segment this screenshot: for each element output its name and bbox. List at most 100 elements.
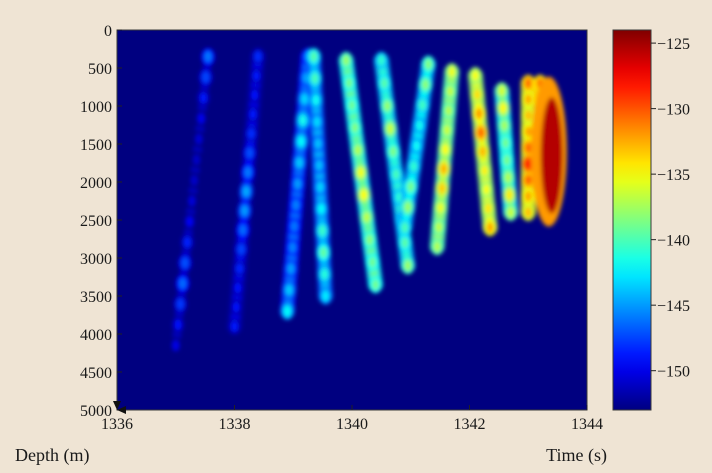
arrival-blob-core <box>486 222 494 234</box>
arrival-blob-core <box>234 282 242 294</box>
arrival-blob-core <box>477 127 485 139</box>
origin-arrow-right <box>117 406 126 414</box>
arrival-blob-core <box>287 263 295 275</box>
arrival-blob-core <box>319 246 327 258</box>
arrival-branch <box>467 67 498 237</box>
arrival-blob-core <box>413 140 421 152</box>
arrival-blob-core <box>401 237 409 249</box>
arrival-branch <box>168 48 216 354</box>
arrival-blob-core <box>446 85 454 97</box>
arrival-blob-core <box>401 222 409 234</box>
arrival-blob-core <box>297 135 305 147</box>
arrival-blob-core <box>322 290 330 302</box>
arrival-blob-core <box>360 189 368 201</box>
arrival-blob-core <box>443 124 451 136</box>
arrival-blob-core <box>315 159 323 171</box>
y-tick-label: 3000 <box>80 251 112 268</box>
arrival-blob-core <box>299 114 307 126</box>
arrival-blob-core <box>524 190 532 202</box>
y-tick-label: 1000 <box>80 99 112 116</box>
y-tick-label: 500 <box>88 61 112 78</box>
arrival-blob-core <box>202 71 210 83</box>
arrival-blob-core <box>295 157 303 169</box>
arrival-blob-core <box>289 242 297 254</box>
arrival-blob-core <box>183 236 191 248</box>
arrival-blob-core <box>484 203 492 215</box>
arrival-blob-core <box>285 284 293 296</box>
arrival-blob-core <box>179 278 187 290</box>
arrival-blob-core <box>445 105 453 117</box>
arrival-blob-core <box>377 54 385 66</box>
arrival-blob-core <box>195 133 203 145</box>
arrival-blob-core <box>193 154 201 166</box>
arrival-blob-core <box>294 178 302 190</box>
arrival-blob-core <box>320 268 328 280</box>
arrival-blob-core <box>283 305 291 317</box>
y-tick-label: 2000 <box>80 175 112 192</box>
arrival-blob-core <box>310 51 318 63</box>
arrival-blob-core <box>421 79 429 91</box>
colorbar-scale <box>612 29 652 411</box>
arrival-blob-core <box>448 66 456 78</box>
arrival-branch <box>306 48 334 305</box>
arrival-branch <box>373 51 416 275</box>
arrival-blob-core <box>357 167 365 178</box>
arrival-blob-core <box>236 263 244 275</box>
arrival-blob-core <box>252 70 260 82</box>
y-tick-label: 4000 <box>80 327 112 344</box>
arrival-blob-core <box>524 142 532 154</box>
arrival-blob-core <box>407 181 415 193</box>
arrival-blob-core <box>292 199 300 211</box>
arrival-blob-core <box>524 174 532 186</box>
arrival-blob-core <box>471 70 479 82</box>
arrival-blob-core <box>366 234 374 246</box>
arrival-blob-core <box>318 225 326 237</box>
arrival-blob-core <box>314 138 322 150</box>
x-tick-label: 1340 <box>336 416 368 433</box>
arrival-blob-core <box>435 221 443 233</box>
arrival-blob-core <box>301 93 309 105</box>
x-tick-label: 1336 <box>101 416 133 433</box>
arrival-blob-core <box>380 77 388 89</box>
arrival-blob-core <box>372 279 379 291</box>
arrival-branch <box>520 74 536 221</box>
x-axis-label: Time (s) <box>546 445 607 466</box>
plot-area <box>117 30 587 410</box>
arrival-blob-core <box>290 220 298 232</box>
arrival-blob-core <box>500 120 508 132</box>
arrival-blob-core <box>317 203 325 215</box>
arrival-blob-core <box>479 146 487 158</box>
arrival-blob-core <box>481 165 489 177</box>
colorbar: −125 −130 −135 −140 −145 −150 <box>612 29 690 411</box>
arrival-blob-core <box>438 182 446 194</box>
arrival-blob-core <box>502 137 510 149</box>
arrival-blob-core <box>504 172 512 184</box>
arrival-blob-core <box>354 144 362 156</box>
arrival-blob-core <box>188 195 196 207</box>
x-tick-label: 1338 <box>219 416 251 433</box>
arrival-blob-core <box>419 99 426 111</box>
arrival-blob-core <box>197 112 205 124</box>
arrival-blob-core <box>404 260 412 272</box>
arrival-blob-core <box>424 58 432 70</box>
y-tick-label: 4500 <box>80 365 112 382</box>
arrival-blob-core <box>369 256 377 268</box>
arrival-blob-core <box>499 102 507 114</box>
arrival-blob-core <box>524 77 532 89</box>
arrival-blob-core <box>190 174 198 186</box>
arrival-blob-core <box>482 184 490 196</box>
arrival-blob-core <box>351 122 359 134</box>
y-tick-label: 1500 <box>80 137 112 154</box>
arrival-blob-core <box>249 108 257 120</box>
arrival-blob-core <box>312 94 320 106</box>
arrival-blob-core <box>316 181 324 193</box>
arrival-blob-core <box>181 257 189 269</box>
y-tick-label: 5000 <box>80 403 112 420</box>
arrival-blob-core <box>433 241 441 253</box>
arrival-blob-core <box>246 147 254 159</box>
y-tick-label: 3500 <box>80 289 112 306</box>
arrival-branch <box>429 63 460 256</box>
arrival-blob-core <box>440 163 448 175</box>
late-arrival-cluster <box>530 76 567 227</box>
